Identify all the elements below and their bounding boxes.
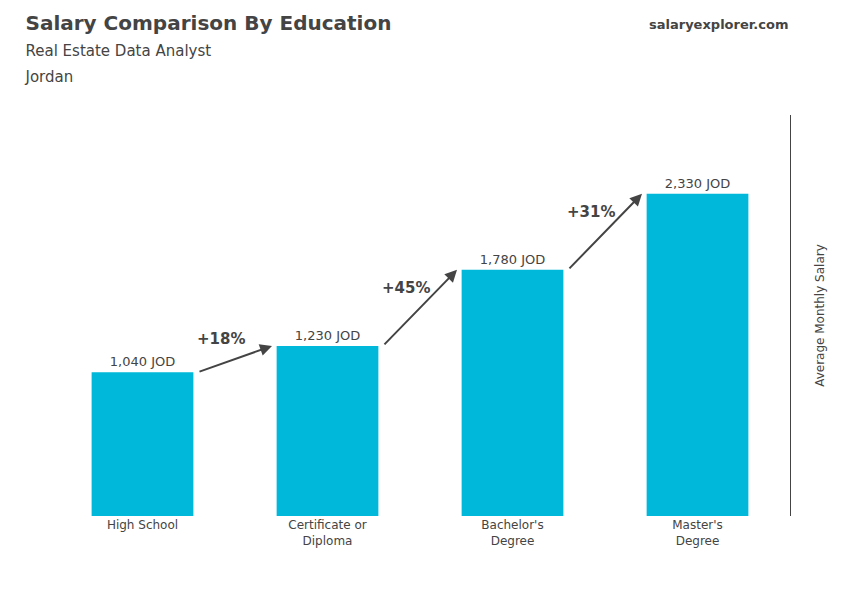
svg-text:salaryexplorer.com: salaryexplorer.com [649,17,788,32]
svg-text:1,040 JOD: 1,040 JOD [110,354,175,369]
svg-text:+31%: +31% [567,203,615,221]
svg-text:2,330 JOD: 2,330 JOD [665,176,730,191]
svg-text:Salary Comparison By Education: Salary Comparison By EducationReal Estat… [25,11,392,86]
svg-text:+45%: +45% [382,279,430,297]
svg-text:Bachelor'sDegree: Bachelor'sDegree [481,518,543,548]
svg-text:+18%: +18% [197,330,245,348]
svg-text:Certificate orDiploma: Certificate orDiploma [288,518,366,548]
svg-text:High School: High School [107,518,178,532]
svg-text:Master'sDegree: Master'sDegree [672,518,723,548]
svg-text:1,230 JOD: 1,230 JOD [295,328,360,343]
svg-text:1,780 JOD: 1,780 JOD [480,252,545,267]
svg-text:Average Monthly Salary: Average Monthly Salary [813,244,827,387]
